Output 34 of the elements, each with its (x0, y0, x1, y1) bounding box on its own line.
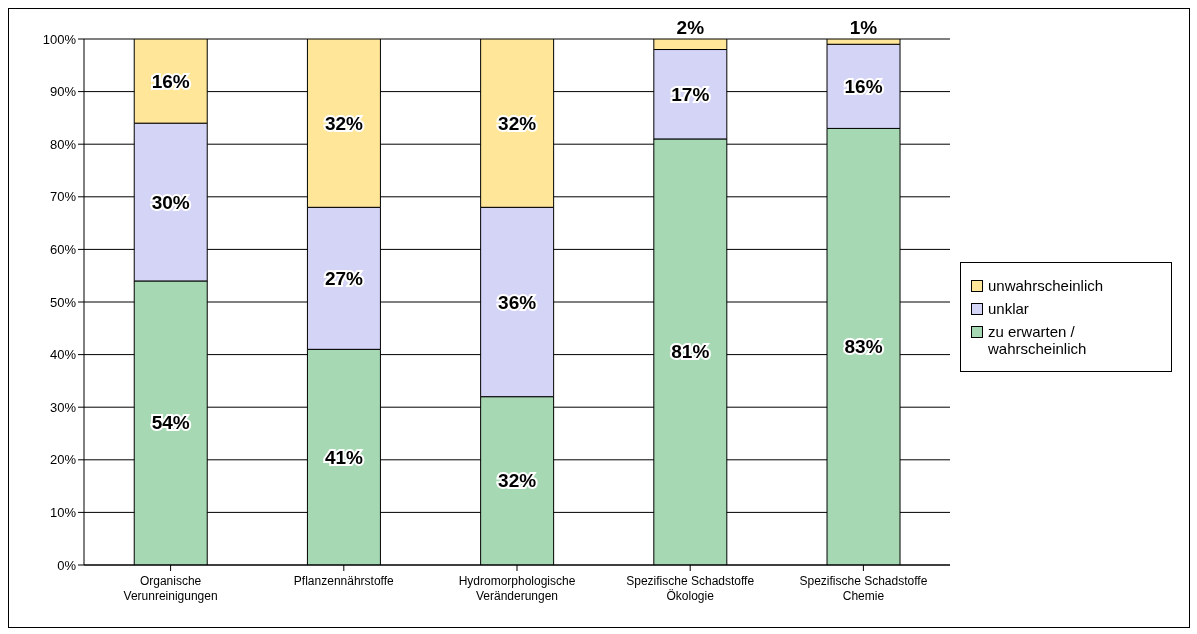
x-tick-label: Spezifische Schadstoffe Ökologie (626, 574, 755, 603)
data-label: 2% (676, 16, 705, 38)
y-tick-label: 60% (49, 242, 77, 258)
y-tick-label: 100% (42, 31, 77, 47)
legend-label: unklar (988, 300, 1029, 317)
data-label: 30% (151, 191, 190, 213)
data-label: 1% (849, 16, 878, 38)
x-tick-label: Organische Verunreinigungen (123, 574, 218, 603)
data-label: 32% (498, 112, 537, 134)
x-tick-label: Hydromorphologische Veränderungen (458, 574, 576, 603)
x-tick-label: Spezifische Schadstoffe Chemie (799, 574, 928, 603)
legend-label: unwahrscheinlich (988, 277, 1104, 294)
y-tick-label: 0% (57, 557, 77, 573)
data-label: 54% (151, 412, 190, 434)
y-tick-label: 30% (49, 399, 77, 415)
x-tick-label: Pflanzennährstoffe (293, 574, 395, 588)
data-label: 16% (844, 75, 883, 97)
data-label: 32% (324, 112, 364, 134)
y-tick-label: 40% (49, 347, 77, 363)
data-label: 83% (844, 336, 883, 358)
data-label: 17% (671, 83, 710, 105)
data-label: 41% (324, 446, 364, 468)
y-tick-label: 10% (49, 505, 77, 521)
data-label: 27% (324, 267, 364, 289)
data-label: 81% (671, 341, 710, 363)
y-tick-label: 80% (49, 136, 77, 152)
y-tick-label: 90% (49, 84, 77, 100)
y-tick-label: 50% (49, 294, 77, 310)
data-label: 36% (498, 291, 537, 313)
data-label: 32% (498, 470, 537, 492)
legend-label: zu erwarten / wahrscheinlich (988, 323, 1088, 357)
data-label: 16% (151, 70, 190, 92)
y-tick-label: 70% (49, 189, 77, 205)
y-tick-label: 20% (49, 452, 77, 468)
